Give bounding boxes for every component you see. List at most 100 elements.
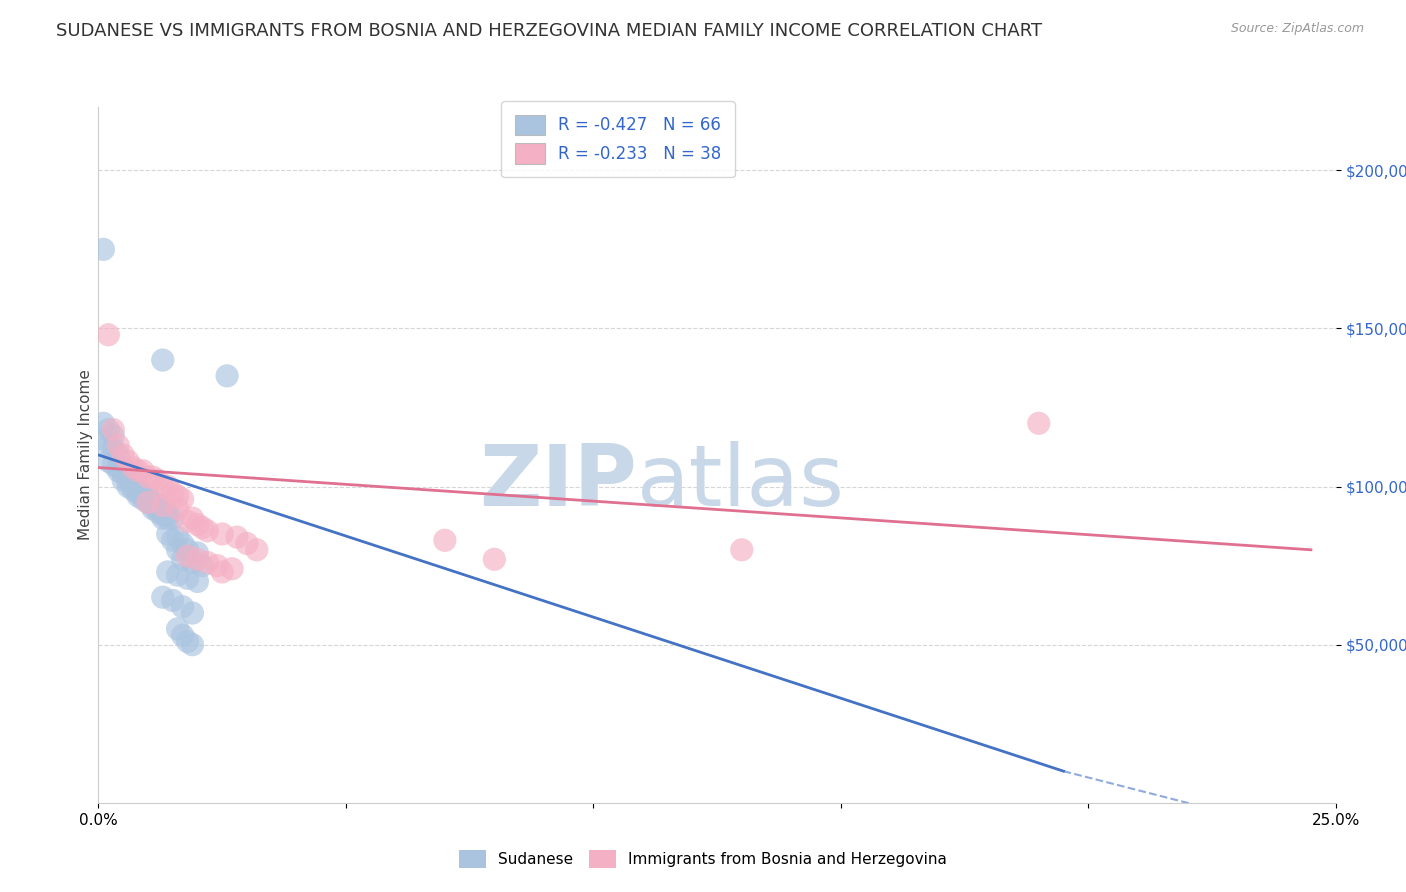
- Point: [186, 546, 208, 560]
- Point: [195, 524, 218, 538]
- Point: [132, 489, 155, 503]
- Point: [186, 552, 208, 566]
- Point: [132, 464, 155, 478]
- Point: [117, 470, 139, 484]
- Point: [176, 571, 198, 585]
- Point: [205, 558, 228, 573]
- Point: [117, 473, 139, 487]
- Point: [112, 448, 135, 462]
- Point: [112, 473, 135, 487]
- Point: [142, 499, 165, 513]
- Point: [103, 442, 125, 456]
- Point: [127, 464, 149, 478]
- Point: [176, 549, 198, 563]
- Point: [122, 483, 145, 497]
- Point: [127, 489, 149, 503]
- Point: [107, 460, 129, 475]
- Y-axis label: Median Family Income: Median Family Income: [77, 369, 93, 541]
- Point: [211, 527, 233, 541]
- Point: [176, 634, 198, 648]
- Point: [117, 454, 139, 468]
- Text: Source: ZipAtlas.com: Source: ZipAtlas.com: [1230, 22, 1364, 36]
- Point: [142, 495, 165, 509]
- Point: [152, 499, 174, 513]
- Point: [162, 486, 184, 500]
- Point: [176, 542, 198, 557]
- Point: [433, 533, 456, 548]
- Point: [136, 489, 159, 503]
- Point: [181, 638, 204, 652]
- Point: [112, 460, 135, 475]
- Point: [484, 552, 506, 566]
- Point: [221, 562, 243, 576]
- Point: [156, 565, 179, 579]
- Point: [226, 530, 249, 544]
- Point: [162, 511, 184, 525]
- Point: [97, 438, 120, 452]
- Point: [162, 533, 184, 548]
- Point: [136, 495, 159, 509]
- Point: [142, 501, 165, 516]
- Legend: Sudanese, Immigrants from Bosnia and Herzegovina: Sudanese, Immigrants from Bosnia and Her…: [451, 843, 955, 875]
- Point: [217, 368, 239, 383]
- Point: [146, 499, 169, 513]
- Point: [146, 505, 169, 519]
- Point: [136, 495, 159, 509]
- Point: [142, 470, 165, 484]
- Point: [166, 622, 188, 636]
- Point: [97, 454, 120, 468]
- Point: [236, 536, 259, 550]
- Point: [103, 458, 125, 472]
- Point: [152, 505, 174, 519]
- Point: [166, 530, 188, 544]
- Point: [103, 423, 125, 437]
- Point: [152, 508, 174, 522]
- Point: [166, 501, 188, 516]
- Point: [172, 552, 194, 566]
- Point: [97, 327, 120, 342]
- Text: ZIP: ZIP: [479, 442, 637, 524]
- Point: [93, 243, 115, 257]
- Point: [166, 568, 188, 582]
- Point: [166, 542, 188, 557]
- Point: [181, 556, 204, 570]
- Point: [127, 479, 149, 493]
- Point: [162, 593, 184, 607]
- Point: [152, 591, 174, 605]
- Point: [172, 599, 194, 614]
- Point: [211, 565, 233, 579]
- Point: [122, 460, 145, 475]
- Text: SUDANESE VS IMMIGRANTS FROM BOSNIA AND HERZEGOVINA MEDIAN FAMILY INCOME CORRELAT: SUDANESE VS IMMIGRANTS FROM BOSNIA AND H…: [56, 22, 1042, 40]
- Point: [156, 508, 179, 522]
- Legend: R = -0.427   N = 66, R = -0.233   N = 38: R = -0.427 N = 66, R = -0.233 N = 38: [502, 102, 735, 178]
- Point: [195, 556, 218, 570]
- Point: [172, 492, 194, 507]
- Point: [186, 517, 208, 532]
- Point: [122, 476, 145, 491]
- Point: [103, 429, 125, 443]
- Point: [731, 542, 754, 557]
- Point: [176, 514, 198, 528]
- Point: [132, 486, 155, 500]
- Point: [122, 479, 145, 493]
- Point: [132, 492, 155, 507]
- Point: [156, 511, 179, 525]
- Point: [186, 574, 208, 589]
- Point: [246, 542, 269, 557]
- Point: [152, 479, 174, 493]
- Point: [181, 511, 204, 525]
- Point: [191, 558, 214, 573]
- Point: [172, 628, 194, 642]
- Point: [97, 423, 120, 437]
- Point: [146, 501, 169, 516]
- Point: [152, 353, 174, 368]
- Text: atlas: atlas: [637, 442, 845, 524]
- Point: [107, 448, 129, 462]
- Point: [107, 438, 129, 452]
- Point: [146, 473, 169, 487]
- Point: [166, 489, 188, 503]
- Point: [127, 486, 149, 500]
- Point: [117, 479, 139, 493]
- Point: [107, 464, 129, 478]
- Point: [112, 467, 135, 481]
